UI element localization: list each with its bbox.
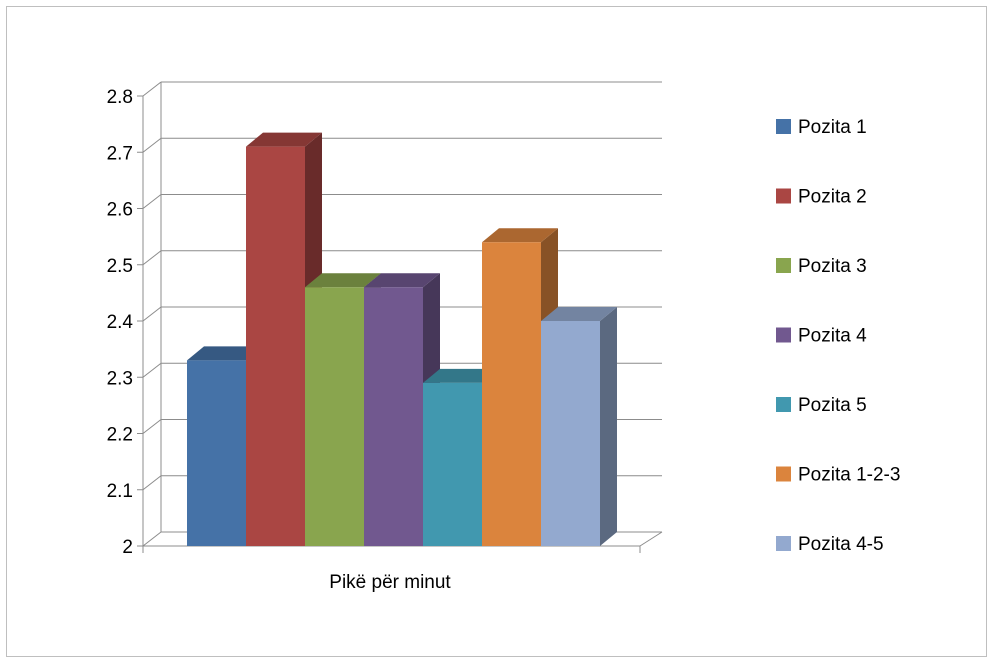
y-tick-label: 2.4 bbox=[107, 312, 134, 333]
legend-label: Pozita 4-5 bbox=[798, 534, 884, 555]
legend-swatch bbox=[776, 327, 791, 343]
bar-pozita-4-5 bbox=[541, 307, 617, 546]
legend-label: Pozita 1-2-3 bbox=[798, 465, 900, 486]
y-tick-label: 2.8 bbox=[107, 87, 133, 108]
y-tick-label: 2.5 bbox=[107, 256, 133, 277]
y-tick-label: 2.7 bbox=[107, 143, 133, 164]
floor-right-edge bbox=[639, 531, 663, 547]
gridline-depth bbox=[142, 81, 162, 97]
bar-front bbox=[482, 242, 541, 546]
legend-item: Pozita 1 bbox=[776, 117, 867, 138]
y-tick-label: 2.2 bbox=[107, 425, 133, 446]
legend-swatch bbox=[776, 258, 791, 273]
bar-top bbox=[305, 273, 381, 288]
legend-label: Pozita 4 bbox=[798, 326, 867, 347]
legend-swatch bbox=[776, 119, 791, 134]
legend-swatch bbox=[776, 188, 791, 204]
legend-item: Pozita 3 bbox=[776, 256, 867, 277]
legend-label: Pozita 3 bbox=[798, 256, 867, 277]
gridline-depth bbox=[142, 531, 162, 547]
gridline-depth bbox=[142, 194, 162, 209]
legend-item: Pozita 4 bbox=[776, 326, 867, 347]
bar-front bbox=[364, 287, 423, 546]
legend: Pozita 1 Pozita 2 Pozita 3 Pozita 4 Pozita 5… bbox=[776, 117, 900, 555]
bar-top bbox=[541, 307, 617, 321]
y-tick-label: 2.6 bbox=[107, 200, 133, 221]
y-axis-tick-labels: 2 2.1 2.2 2.3 2.4 2.5 2.6 2.7 2.8 bbox=[107, 87, 134, 558]
bar-front bbox=[423, 382, 482, 546]
y-tick-label: 2 bbox=[122, 537, 133, 558]
bar-top bbox=[246, 132, 322, 147]
gridline-depth bbox=[142, 419, 162, 434]
x-axis-category-labels: Pikë për minut bbox=[329, 572, 451, 593]
bar-top bbox=[364, 273, 440, 288]
bar-top bbox=[423, 368, 499, 383]
legend-label: Pozita 1 bbox=[798, 117, 867, 138]
gridline-depth bbox=[142, 137, 162, 153]
gridline-depth bbox=[142, 475, 162, 491]
bar-top bbox=[187, 346, 263, 361]
gridline-depth bbox=[142, 250, 162, 266]
legend-item: Pozita 1-2-3 bbox=[776, 465, 900, 486]
gridline-depth bbox=[142, 306, 162, 322]
bar-front bbox=[541, 321, 600, 546]
legend-label: Pozita 5 bbox=[798, 395, 867, 416]
y-tick-label: 2.3 bbox=[107, 368, 133, 389]
legend-item: Pozita 2 bbox=[776, 187, 867, 208]
legend-swatch bbox=[776, 397, 791, 412]
legend-item: Pozita 4-5 bbox=[776, 534, 884, 555]
x-category-label: Pikë për minut bbox=[329, 572, 451, 593]
gridline-depth bbox=[142, 362, 162, 378]
legend-label: Pozita 2 bbox=[798, 187, 867, 208]
y-tick-label: 2.1 bbox=[107, 481, 133, 502]
legend-item: Pozita 5 bbox=[776, 395, 867, 416]
bar-front bbox=[246, 146, 305, 546]
legend-swatch bbox=[776, 466, 791, 482]
bars bbox=[187, 132, 617, 546]
bar-front bbox=[187, 360, 246, 546]
bar-front bbox=[305, 287, 364, 546]
bar-side bbox=[600, 307, 617, 546]
legend-swatch bbox=[776, 536, 791, 551]
bar-top bbox=[482, 228, 558, 243]
